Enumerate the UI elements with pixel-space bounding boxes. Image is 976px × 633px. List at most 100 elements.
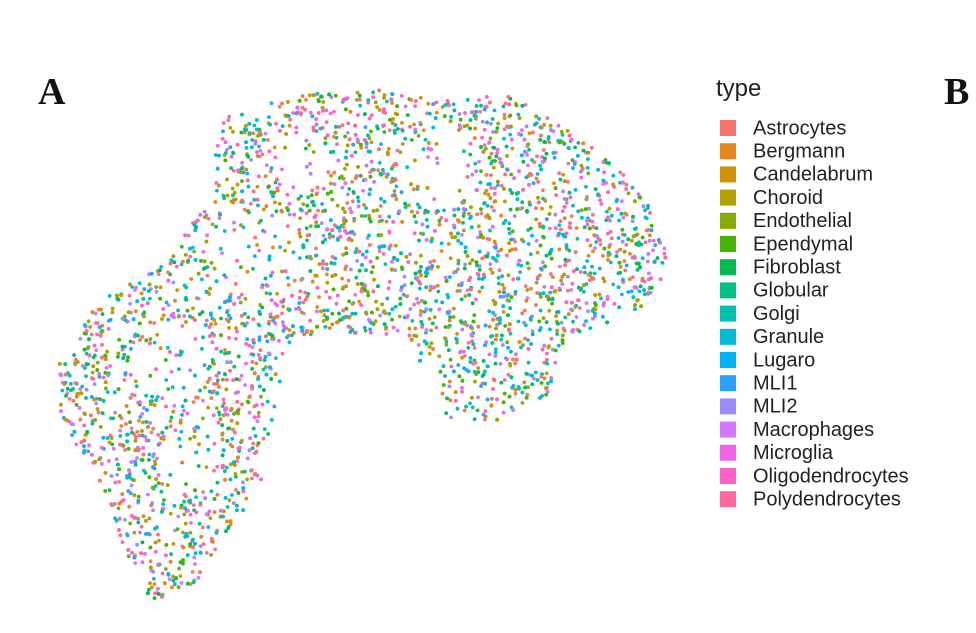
cell-dot: [122, 378, 127, 382]
cell-dot: [422, 309, 427, 314]
cell-dot: [632, 254, 637, 259]
cell-dot: [291, 324, 295, 329]
cell-dot: [539, 167, 544, 172]
cell-dot: [140, 334, 145, 339]
cell-dot: [633, 303, 637, 307]
cell-dot: [234, 336, 238, 341]
cell-dot: [561, 189, 565, 194]
cell-dot: [376, 168, 380, 173]
cell-dot: [491, 377, 496, 382]
cell-dot: [250, 446, 255, 451]
cell-dot: [380, 218, 384, 223]
cell-dot: [534, 239, 539, 243]
cell-dot: [93, 353, 97, 358]
cell-dot: [492, 145, 496, 150]
cell-dot: [390, 259, 394, 264]
cell-dot: [126, 310, 131, 315]
cell-dot: [347, 299, 351, 304]
cell-dot: [647, 238, 652, 243]
cell-dot: [520, 390, 525, 395]
cell-dot: [250, 345, 255, 350]
cell-dot: [593, 311, 597, 316]
cell-dot: [103, 353, 107, 358]
cell-dot: [524, 151, 528, 155]
cell-dot: [84, 351, 89, 356]
cell-dot: [529, 286, 533, 291]
cell-dot: [314, 192, 319, 197]
cell-dot: [281, 304, 286, 309]
cell-dot: [330, 197, 335, 202]
cell-dot: [409, 281, 414, 286]
cell-dot: [557, 171, 562, 176]
cell-dot: [158, 296, 163, 301]
cell-dot: [339, 174, 344, 179]
cell-dot: [244, 341, 249, 346]
cell-dot: [122, 314, 127, 319]
cell-dot: [489, 121, 493, 126]
cell-dot: [169, 313, 174, 318]
cell-dot: [536, 180, 541, 184]
cell-dot: [391, 179, 395, 184]
cell-dot: [513, 361, 517, 366]
cell-dot: [223, 407, 227, 412]
cell-dot: [78, 336, 83, 341]
cell-dot: [534, 206, 538, 211]
cell-dot: [495, 151, 499, 156]
cell-dot: [310, 188, 315, 193]
cell-dot: [357, 249, 361, 254]
cell-dot: [343, 167, 347, 171]
cell-dot: [91, 364, 96, 369]
cell-dot: [363, 255, 368, 260]
cell-dot: [210, 340, 215, 345]
legend-label: Granule: [753, 326, 824, 348]
cell-dot: [534, 280, 539, 285]
cell-dot: [233, 472, 238, 476]
cell-dot: [74, 357, 78, 362]
cell-dot: [408, 252, 412, 257]
cell-dot: [459, 319, 463, 324]
cell-dot: [658, 240, 662, 245]
cell-dot: [340, 185, 345, 190]
cell-dot: [291, 111, 296, 115]
cell-dot: [535, 291, 540, 295]
cell-dot: [312, 203, 316, 208]
cell-dot: [601, 178, 606, 183]
cell-dot: [287, 308, 292, 312]
cell-dot: [213, 200, 218, 204]
cell-dot: [235, 508, 239, 513]
cell-dot: [176, 314, 181, 319]
cell-dot: [260, 285, 264, 289]
cell-dot: [205, 318, 209, 323]
cell-dot: [497, 316, 502, 320]
cell-dot: [489, 186, 493, 190]
cell-dot: [221, 121, 226, 125]
cell-dot: [570, 300, 574, 305]
cell-dot: [627, 277, 632, 282]
cell-dot: [246, 315, 251, 320]
cell-dot: [257, 335, 262, 340]
cell-dot: [122, 352, 127, 357]
cell-dot: [180, 324, 185, 328]
cell-dot: [316, 111, 321, 115]
cell-dot: [126, 489, 131, 493]
cell-dot: [462, 149, 466, 154]
cell-dot: [341, 225, 346, 229]
cell-dot: [279, 299, 283, 304]
cell-dot: [225, 505, 230, 509]
cell-dot: [123, 318, 128, 323]
cell-dot: [620, 292, 624, 297]
cell-dot: [469, 225, 474, 230]
cell-dot: [96, 410, 101, 415]
cell-dot: [322, 308, 326, 313]
legend-label: Choroid: [753, 187, 823, 209]
cell-dot: [209, 261, 214, 265]
cell-dot: [655, 256, 660, 260]
cell-dot: [359, 303, 363, 307]
cell-dot: [381, 124, 385, 128]
cell-dot: [573, 188, 578, 192]
cell-dot: [509, 237, 513, 242]
cell-dot: [484, 173, 489, 177]
cell-dot: [530, 373, 534, 378]
cell-dot: [500, 343, 505, 347]
cell-dot: [618, 247, 622, 252]
